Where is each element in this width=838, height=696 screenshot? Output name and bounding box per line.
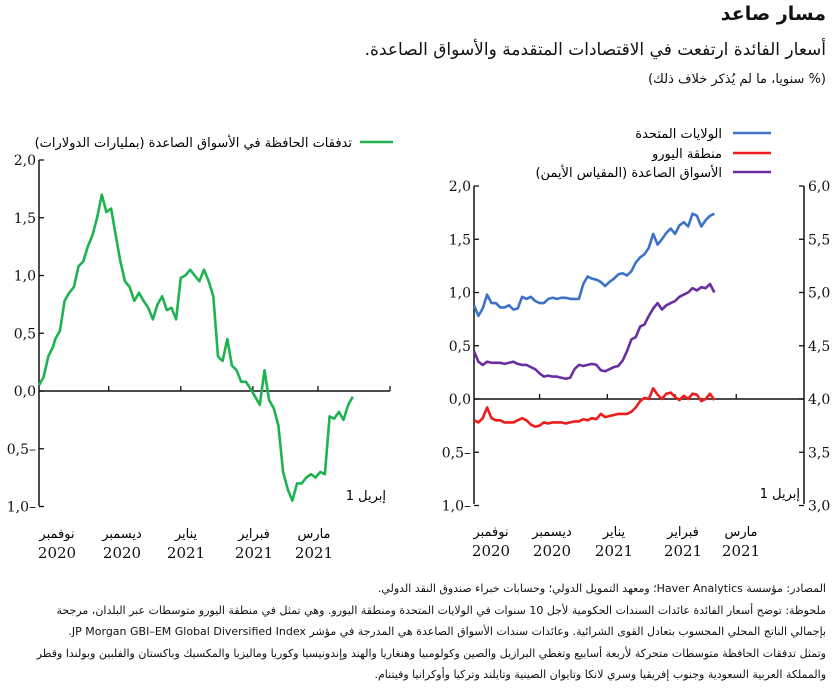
figure-subtitle: أسعار الفائدة ارتفعت في الاقتصادات المتق… xyxy=(364,40,826,60)
left-chart-x-labels: نوفمبر 2020 ديسمبر 2020 يناير 2021 فبراير 2021 م… xyxy=(38,527,333,562)
right-chart-series xyxy=(472,212,716,429)
x-month-label: نوفمبر xyxy=(472,525,508,540)
note-line-4: والمملكة العربية السعودية وجنوب إفريقيا … xyxy=(374,668,827,681)
x-year-label: 2020 xyxy=(103,544,141,562)
y-tick-label: 1,0– xyxy=(442,499,471,515)
y2-tick-label: 4,5 xyxy=(808,339,830,355)
right-chart-axes: 2,0 1,5 1,0 0,5 0,0 0,5– 1,0– 6,0 5,5 5,0 4,5 4,0 3,… xyxy=(442,179,831,515)
units-note: (% سنويا، ما لم يُذكر خلاف ذلك) xyxy=(648,72,826,87)
x-month-label: ديسمبر xyxy=(101,527,142,542)
y-tick-label: 0,0 xyxy=(14,384,36,400)
x-year-label: 2021 xyxy=(167,544,205,562)
y-tick-label: 2,0 xyxy=(14,153,36,169)
note-line-1: ملحوظة: توضح أسعار الفائدة عائدات السندا… xyxy=(56,603,826,617)
y-tick-label: 2,0 xyxy=(449,179,471,195)
x-year-label: 2020 xyxy=(38,544,76,562)
sources-note: المصادر: مؤسسة Haver Analytics؛ ومعهد ال… xyxy=(377,582,826,595)
x-year-label: 2021 xyxy=(295,544,333,562)
right-chart-x-labels: نوفمبر 2020 ديسمبر 2020 يناير 2021 فبراير 2021 م… xyxy=(472,525,760,560)
legend-label: الولايات المتحدة xyxy=(635,127,722,142)
y-tick-label: 1,0 xyxy=(14,269,36,285)
footnotes: المصادر: مؤسسة Haver Analytics؛ ومعهد ال… xyxy=(11,578,826,686)
left-chart-axes: 2,0 1,5 1,0 0,5 0,0 0,5– 1,0– 1 إبريل xyxy=(7,153,391,516)
right-legend: الولايات المتحدة منطقة اليورو الأسواق الصا… xyxy=(535,127,771,181)
y-tick-label: 1,5 xyxy=(449,232,471,248)
x-month-label: يناير xyxy=(602,525,626,540)
legend-label: تدفقات الحافظة في الأسواق الصاعدة (بمليا… xyxy=(35,134,353,151)
x-month-label: مارس xyxy=(297,527,330,542)
y-tick-label: 0,5 xyxy=(449,339,471,355)
series-line xyxy=(37,193,354,503)
y-tick-label: 0,5– xyxy=(7,442,36,458)
x-month-label: مارس xyxy=(724,525,757,540)
x-year-label: 2021 xyxy=(722,542,760,560)
y2-tick-label: 3,0 xyxy=(808,499,830,515)
x-month-label: يناير xyxy=(174,527,198,542)
interest-rates-chart: الولايات المتحدة منطقة اليورو الأسواق الصا… xyxy=(442,127,831,560)
left-legend: تدفقات الحافظة في الأسواق الصاعدة (بمليا… xyxy=(35,134,393,151)
note-line-3: وتمثل تدفقات الحافظة متوسطات متحركة لأرب… xyxy=(36,646,826,660)
end-date-label: 1 إبريل xyxy=(346,489,386,504)
y2-tick-label: 6,0 xyxy=(808,179,830,195)
legend-label: منطقة اليورو xyxy=(651,147,722,162)
series-line xyxy=(473,387,716,429)
y-tick-label: 0,0 xyxy=(449,392,471,408)
y-tick-label: 1,0 xyxy=(449,286,471,302)
note-line-2: بإجمالي الناتج المحلي المحسوب بتعادل الق… xyxy=(68,625,826,638)
series-line xyxy=(472,282,716,381)
y2-tick-label: 4,0 xyxy=(808,392,830,408)
x-month-label: نوفمبر xyxy=(38,527,74,542)
y-tick-label: 1,5 xyxy=(14,211,36,227)
y-tick-label: 0,5 xyxy=(14,326,36,342)
x-year-label: 2021 xyxy=(595,542,633,560)
y-tick-label: 0,5– xyxy=(442,445,471,461)
x-month-label: فبراير xyxy=(666,525,699,540)
y2-tick-label: 5,0 xyxy=(808,286,830,302)
left-chart-series xyxy=(37,193,354,503)
x-year-label: 2021 xyxy=(664,542,702,560)
figure-title: مسار صاعد xyxy=(720,3,826,25)
y2-tick-label: 3,5 xyxy=(808,445,830,461)
x-year-label: 2020 xyxy=(533,542,571,560)
y2-tick-label: 5,5 xyxy=(808,232,830,248)
end-date-label: 1 إبريل xyxy=(760,487,800,502)
series-line xyxy=(472,212,715,318)
x-month-label: فبراير xyxy=(237,527,270,542)
portfolio-flows-chart: تدفقات الحافظة في الأسواق الصاعدة (بمليا… xyxy=(7,134,393,562)
x-month-label: ديسمبر xyxy=(531,525,572,540)
x-year-label: 2020 xyxy=(472,542,510,560)
y-tick-label: 1,0– xyxy=(7,500,36,516)
legend-label: الأسواق الصاعدة (المقياس الأيمن) xyxy=(535,164,722,181)
x-year-label: 2021 xyxy=(235,544,273,562)
